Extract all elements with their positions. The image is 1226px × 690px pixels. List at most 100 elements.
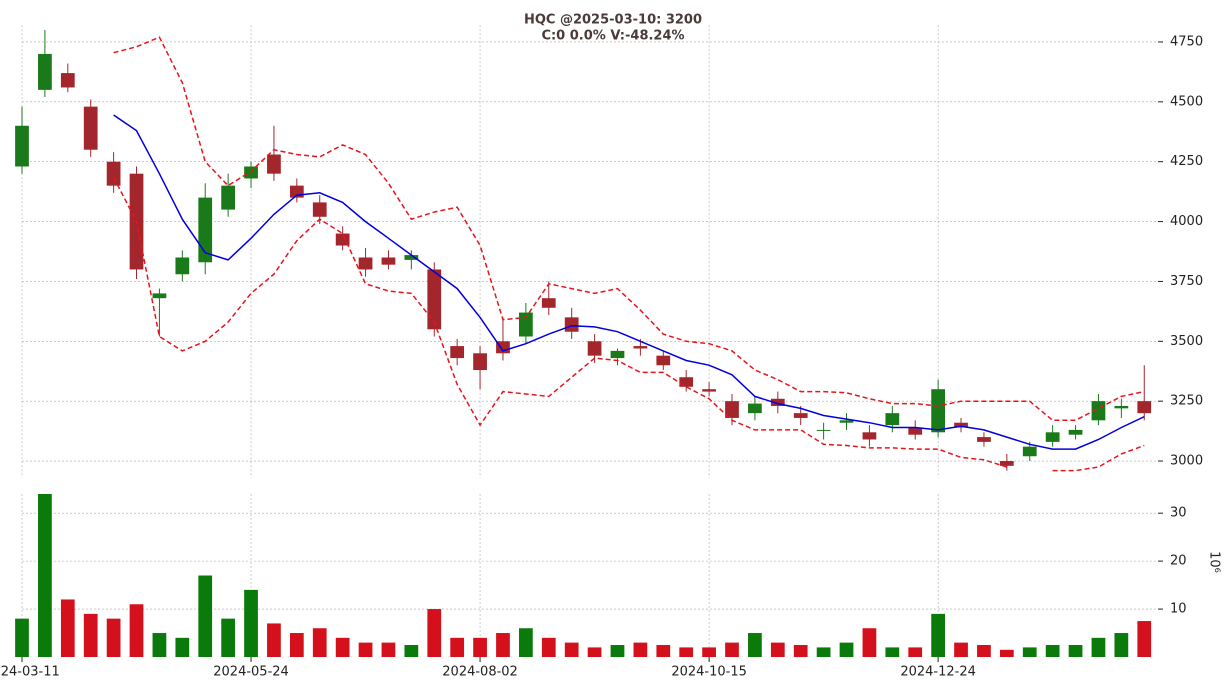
candle-body: [289, 185, 304, 198]
candle-body: [931, 389, 945, 433]
candle-body: [908, 427, 923, 435]
volume-bar: [358, 642, 373, 657]
volume-bar: [152, 633, 167, 657]
candle-body: [954, 422, 968, 428]
candle-body: [610, 350, 625, 359]
volume-bar: [977, 645, 991, 657]
y2-tick-label: 30: [1170, 506, 1187, 521]
volume-bar: [175, 637, 190, 657]
candle-body: [633, 346, 648, 349]
band-line: [113, 36, 1145, 422]
volume-bar: [931, 613, 945, 657]
volume-bar: [564, 642, 579, 657]
volume-bar: [244, 589, 258, 657]
volume-bar: [404, 645, 419, 657]
candle-body: [725, 401, 739, 418]
candle-body: [152, 293, 167, 299]
volume-bar: [702, 647, 716, 657]
candle-body: [793, 413, 808, 418]
candle-body: [60, 73, 75, 88]
candle-body: [244, 166, 258, 179]
volume-bar: [15, 618, 29, 657]
y-tick-label: 3750: [1170, 274, 1203, 289]
candle-body: [679, 377, 694, 387]
volume-bar: [335, 637, 350, 657]
candle-body: [999, 461, 1014, 466]
y-tick-label: 3500: [1170, 334, 1203, 349]
volume-bar: [427, 609, 442, 657]
candle-body: [267, 154, 281, 174]
volume-bar: [748, 633, 762, 657]
candle-body: [519, 312, 533, 337]
volume-bar: [793, 645, 808, 657]
volume-bar: [633, 642, 648, 657]
volume-bar: [129, 604, 144, 657]
volume-bar: [381, 642, 396, 657]
volume-bar: [289, 633, 304, 657]
y2-tick-label: 10: [1170, 602, 1187, 617]
volume-bar: [908, 647, 923, 657]
volume-bar: [541, 637, 556, 657]
y2-tick-label: 20: [1170, 554, 1187, 569]
candle-body: [541, 298, 556, 308]
candle-body: [473, 353, 487, 371]
volume-bar: [519, 628, 533, 657]
volume-bar: [1114, 633, 1129, 657]
x-tick-label: 2024-05-24: [213, 665, 289, 680]
candle-body: [38, 53, 52, 90]
x-tick-label: 2024-12-24: [900, 665, 976, 680]
band-line: [113, 114, 1145, 450]
candle-body: [312, 202, 327, 217]
volume-bar: [839, 642, 854, 657]
volume-bar: [954, 642, 968, 657]
volume-bar: [221, 618, 235, 657]
candle-body: [770, 398, 785, 406]
volume-bar: [816, 647, 831, 657]
x-tick-label: 2024-03-11: [0, 665, 60, 680]
candle-body: [450, 346, 465, 359]
volume-bar: [770, 642, 785, 657]
volume-bar: [496, 633, 510, 657]
candle-body: [198, 197, 213, 263]
volume-bar: [999, 649, 1014, 657]
volume-bar: [60, 599, 75, 657]
band-line: [112, 176, 1145, 472]
candle-body: [427, 269, 442, 330]
candle-body: [885, 413, 900, 426]
candle-body: [862, 432, 877, 440]
volume-bar: [1068, 645, 1083, 657]
y-tick-label: 4750: [1170, 34, 1203, 49]
volume-bar: [1045, 645, 1060, 657]
candle-body: [175, 257, 190, 275]
y-tick-label: 3250: [1170, 394, 1203, 409]
candle-body: [404, 255, 419, 260]
volume-bar: [38, 494, 52, 657]
candle-body: [221, 185, 235, 210]
candle-body: [1068, 429, 1083, 435]
volume-bar: [862, 628, 877, 657]
volume-bar: [1091, 637, 1106, 657]
x-tick-label: 2024-08-02: [442, 665, 518, 680]
candle-body: [656, 355, 671, 366]
y-tick-label: 3000: [1170, 454, 1203, 469]
candle-body: [106, 161, 121, 186]
chart-title: HQC @2025-03-10: 3200: [524, 13, 702, 28]
volume-bar: [473, 637, 487, 657]
candle-body: [587, 341, 602, 356]
volume-bar: [198, 575, 213, 657]
volume-bar: [450, 637, 465, 657]
y-tick-label: 4250: [1170, 154, 1203, 169]
volume-unit: 10⁶: [1207, 551, 1222, 573]
volume-bar: [610, 645, 625, 657]
volume-bar: [587, 647, 602, 657]
candle-body: [15, 125, 29, 167]
candle-body: [358, 257, 373, 270]
volume-bar: [656, 645, 671, 657]
chart-subtitle: C:0 0.0% V:-48.24%: [541, 29, 684, 44]
candle-body: [748, 403, 762, 414]
y-tick-label: 4500: [1170, 94, 1203, 109]
volume-bar: [1022, 647, 1037, 657]
candle-body: [381, 257, 396, 265]
candle-body: [1137, 401, 1152, 414]
candle-body: [977, 437, 991, 442]
